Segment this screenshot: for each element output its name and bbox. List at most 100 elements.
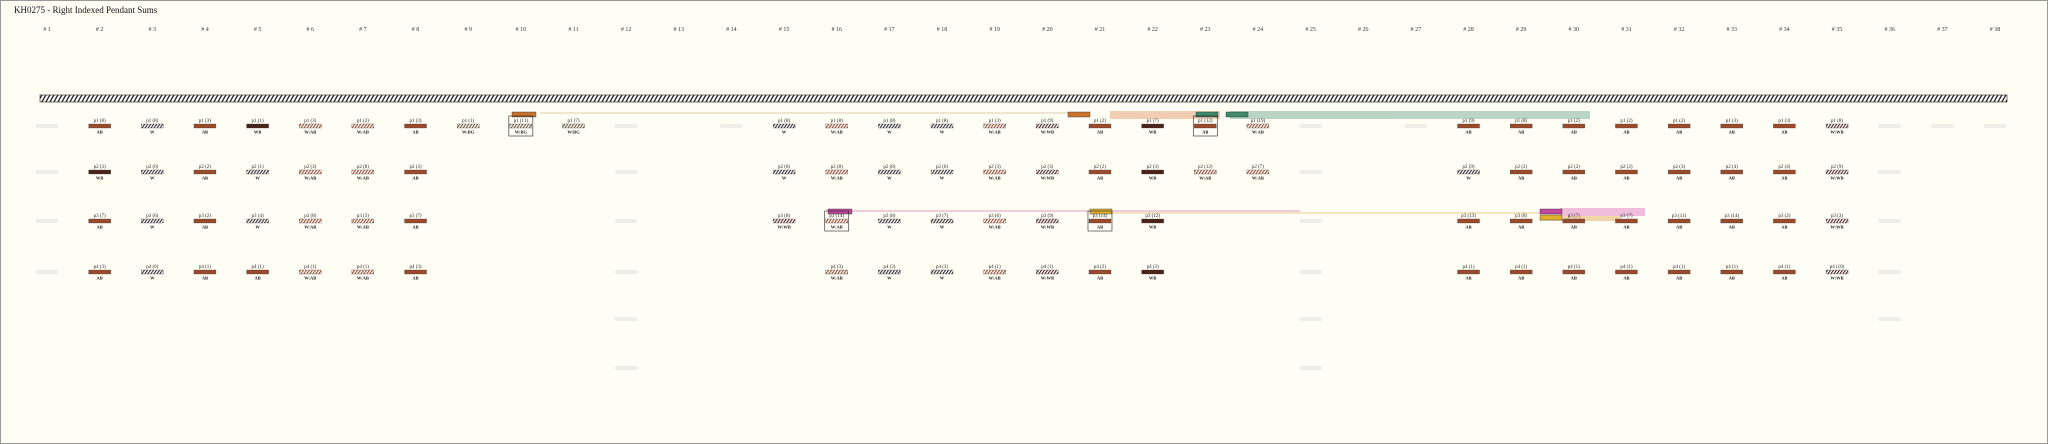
cord-bar bbox=[1141, 169, 1164, 175]
cord-label: p3 (2) bbox=[1778, 214, 1790, 219]
cord-bar bbox=[1299, 219, 1322, 223]
cord-bar bbox=[1825, 123, 1849, 129]
cord-bar bbox=[562, 123, 585, 129]
cord-bar bbox=[1878, 270, 1901, 274]
cord-label: p2 (2) bbox=[199, 165, 211, 170]
cord-color: AB bbox=[97, 276, 103, 281]
cord-label: p2 (9) bbox=[1831, 165, 1843, 170]
cord-color: W:AB bbox=[989, 176, 1001, 181]
cord-color: W:AB bbox=[304, 225, 316, 230]
cord-label: p4 (1) bbox=[1726, 265, 1738, 270]
column-label: # 29 bbox=[1516, 27, 1527, 33]
cord-color: W:AB bbox=[989, 276, 1001, 281]
cord-color: W bbox=[887, 130, 892, 135]
cord-label: p1 (3) bbox=[989, 119, 1001, 124]
cord-label: p4 (3) bbox=[1147, 265, 1159, 270]
cord-bar bbox=[351, 169, 375, 175]
cord-label: p3 (7) bbox=[1620, 214, 1632, 219]
cord-label: p2 (3) bbox=[304, 165, 316, 170]
cord-color: AB bbox=[1623, 276, 1629, 281]
cord-label: p4 (1) bbox=[1568, 265, 1580, 270]
cord-color: W:WB bbox=[1041, 130, 1054, 135]
cord-bar bbox=[404, 218, 427, 224]
column-label: # 15 bbox=[779, 27, 790, 33]
column-label: # 2 bbox=[96, 27, 104, 33]
cord-bar bbox=[1667, 169, 1691, 175]
cord-label: p3 (11) bbox=[1672, 214, 1687, 219]
cord-color: AB bbox=[1729, 225, 1735, 230]
cord-label: p4 (3) bbox=[883, 265, 895, 270]
cord-color: AB bbox=[1571, 130, 1577, 135]
cord-bar bbox=[1615, 218, 1638, 224]
cord-label: p3 (14) bbox=[829, 214, 844, 219]
cord-bar bbox=[825, 123, 848, 129]
cord-bar bbox=[983, 269, 1006, 275]
faint-cord bbox=[1404, 124, 1427, 128]
column-label: # 16 bbox=[831, 27, 842, 33]
cord-color: W:AB bbox=[1252, 130, 1264, 135]
cord-color: AB bbox=[1571, 225, 1577, 230]
column-label: # 4 bbox=[201, 27, 209, 33]
cord-label: p2 (2) bbox=[1620, 165, 1632, 170]
cord-label: p4 (1) bbox=[1673, 265, 1685, 270]
cord-color: W:AB bbox=[989, 225, 1001, 230]
cord-bar bbox=[772, 218, 796, 224]
faint-cord bbox=[36, 170, 58, 174]
cord-color: AB bbox=[1097, 130, 1103, 135]
cord-bar bbox=[1667, 123, 1691, 129]
cord-bar bbox=[1878, 124, 1901, 128]
column-label: # 6 bbox=[306, 27, 314, 33]
cord-label: p2 (4) bbox=[1778, 165, 1790, 170]
cord-color: W:AB bbox=[304, 130, 316, 135]
cord-bar bbox=[404, 123, 427, 129]
cord-bar bbox=[193, 269, 217, 275]
cord-label: p1 (7) bbox=[567, 119, 579, 124]
cord-bar bbox=[88, 169, 111, 175]
cord-color: AB bbox=[1465, 225, 1471, 230]
faint-cord bbox=[1299, 170, 1322, 174]
cord-color: W:WB bbox=[1830, 276, 1843, 281]
cord-bar bbox=[1036, 269, 1059, 275]
cord-label: p1 (2) bbox=[1673, 119, 1685, 124]
cord-label: p2 (8) bbox=[883, 165, 895, 170]
cord-label: p2 (8) bbox=[778, 165, 790, 170]
cord-label: p2 (1) bbox=[252, 165, 264, 170]
cord-color: WB bbox=[1149, 276, 1157, 281]
cord-bar bbox=[1299, 170, 1322, 174]
primary-cord bbox=[39, 94, 2008, 103]
cord-label: p1 (9) bbox=[1041, 119, 1053, 124]
column-label: # 27 bbox=[1411, 27, 1422, 33]
faint-cord bbox=[615, 170, 638, 174]
cord-bar bbox=[615, 170, 638, 174]
cord-bar bbox=[878, 123, 901, 129]
cord-color: W:AB bbox=[357, 130, 369, 135]
cord-label: p3 (8) bbox=[304, 214, 316, 219]
cord-color: AB bbox=[1781, 130, 1787, 135]
cord-bar bbox=[772, 123, 796, 129]
cord-bar bbox=[1299, 366, 1322, 370]
cord-color: AB bbox=[97, 130, 103, 135]
cord-color: W:AB bbox=[831, 130, 843, 135]
faint-cord bbox=[36, 270, 58, 274]
cord-bar bbox=[1036, 169, 1059, 175]
cord-label: p1 (2) bbox=[357, 119, 369, 124]
cord-bar bbox=[141, 169, 164, 175]
faint-cord bbox=[1931, 124, 1954, 128]
column-label: # 7 bbox=[359, 27, 367, 33]
cord-label: p2 (3) bbox=[989, 165, 1001, 170]
cord-color: W:AB bbox=[989, 130, 1001, 135]
cord-label: p1 (11) bbox=[514, 119, 529, 124]
faint-cord bbox=[1299, 317, 1322, 321]
cord-bar bbox=[1457, 169, 1480, 175]
cord-color: AB bbox=[412, 130, 418, 135]
cord-bar bbox=[1246, 169, 1270, 175]
cord-label: p1 (3) bbox=[409, 119, 421, 124]
cord-label: p2 (3) bbox=[94, 165, 106, 170]
cord-label: p2 (8) bbox=[357, 165, 369, 170]
cord-color: W:AB bbox=[831, 276, 843, 281]
cord-bar bbox=[1773, 269, 1796, 275]
cord-label: p3 (6) bbox=[989, 214, 1001, 219]
cord-color: AB bbox=[1676, 176, 1682, 181]
cord-bar bbox=[1457, 123, 1480, 129]
